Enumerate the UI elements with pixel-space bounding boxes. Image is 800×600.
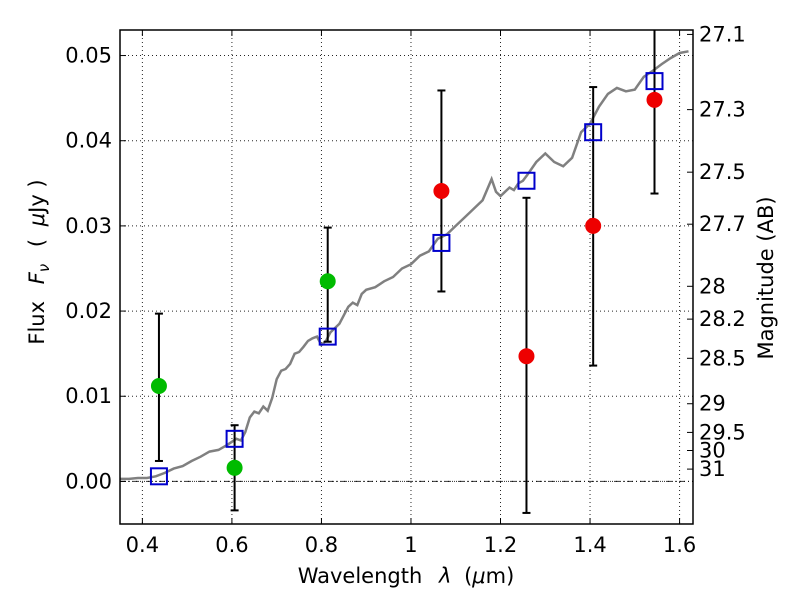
x-label-symbol: λ (438, 564, 451, 588)
x-tick-label: 1.4 (573, 533, 606, 557)
observed-flux-point (518, 348, 535, 365)
magnitude-tick-label: 30 (699, 438, 726, 462)
model-photometry-square (225, 429, 244, 448)
magnitude-tick-label: 28.2 (699, 307, 746, 331)
y-label-symbol: F (25, 271, 49, 284)
x-tick-label: 0.6 (215, 533, 248, 557)
y-label-unit-rest: Jy ) (25, 179, 49, 215)
magnitude-tick-label: 28 (699, 274, 726, 298)
magnitude-tick-label: 28.5 (699, 346, 746, 370)
x-tick-label: 0.8 (305, 533, 338, 557)
y-label-unit-open: ( (25, 239, 49, 247)
y-tick-label: 0.04 (65, 129, 112, 153)
model-photometry-square (584, 123, 603, 142)
x-label-unit-mu: μ (471, 564, 485, 588)
model-photometry-square (149, 467, 168, 486)
magnitude-tick-label: 29.5 (699, 420, 746, 444)
x-label-unit-rest: m) (486, 564, 515, 588)
error-bars (154, 30, 659, 514)
magnitude-tick-label: 31 (699, 457, 726, 481)
observed-flux-point (319, 273, 336, 290)
axis-ticks: 0.4 0.6 0.8 1 1.2 1.4 1.6 0.00 0.01 0.02 0.03 0.04 0… (65, 22, 746, 557)
observed-flux-point (226, 459, 243, 476)
y-tick-label: 0.03 (65, 214, 112, 238)
magnitude-tick-label: 27.7 (699, 212, 746, 236)
x-tick-label: 1.6 (663, 533, 696, 557)
x-label-text: Wavelength (298, 564, 423, 588)
magnitude-tick-label: 27.5 (699, 160, 746, 184)
magnitude-tick-label: 27.3 (699, 98, 746, 122)
y-tick-label: 0.05 (65, 44, 112, 68)
model-photometry-square (517, 171, 536, 190)
grid-lines (120, 30, 693, 524)
observed-flux-point (150, 378, 167, 395)
model-photometry-square (432, 233, 451, 252)
magnitude-axis-label: Magnitude (AB) (754, 196, 778, 359)
y-label-text: Flux (25, 301, 49, 345)
observed-flux-point (433, 182, 450, 199)
model-spectrum-line (120, 50, 689, 481)
data-markers (149, 72, 664, 486)
observed-flux-point (585, 217, 602, 234)
y-tick-label: 0.01 (65, 384, 112, 408)
observed-flux-point (646, 91, 663, 108)
model-photometry-square (318, 327, 337, 346)
y-label-subscript: ν (35, 264, 53, 272)
y-label-unit-mu: μ (25, 213, 49, 227)
y-axis-label: Flux Fν ( μJy ) (25, 179, 54, 344)
magnitude-tick-label: 29 (699, 392, 726, 416)
magnitude-tick-label: 27.1 (699, 22, 746, 46)
x-label-unit-open: ( (464, 564, 472, 588)
y-tick-label: 0.00 (65, 469, 112, 493)
plot-frame (119, 29, 694, 525)
x-tick-label: 1.2 (484, 533, 517, 557)
x-tick-label: 1 (404, 533, 417, 557)
x-axis-label: Wavelength λ (μm) (298, 564, 515, 588)
x-tick-label: 0.4 (126, 533, 159, 557)
y-tick-label: 0.02 (65, 299, 112, 323)
model-photometry-square (645, 72, 664, 91)
